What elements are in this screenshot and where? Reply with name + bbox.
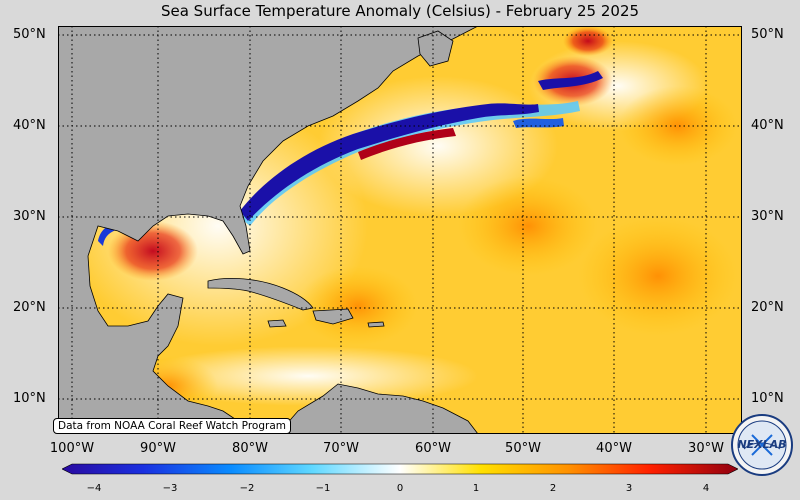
north-america — [58, 26, 479, 434]
colorbar-tick: 4 — [702, 483, 710, 494]
lon-label: 30°W — [688, 441, 724, 456]
lat-label-right: 20°N — [751, 300, 784, 315]
lon-label: 50°W — [505, 441, 541, 456]
lon-label: 60°W — [415, 441, 451, 456]
puerto-rico — [367, 321, 385, 328]
south-america — [277, 383, 479, 434]
data-credit: Data from NOAA Coral Reef Watch Program — [53, 418, 291, 434]
colorbar — [61, 462, 739, 482]
sst-anomaly-map — [58, 26, 742, 434]
lat-label-left: 20°N — [13, 300, 46, 315]
logo-text: NEXLAB — [737, 438, 786, 451]
lat-label-right: 10°N — [751, 391, 784, 406]
lat-label-left: 40°N — [13, 118, 46, 133]
lon-label: 90°W — [140, 441, 176, 456]
lon-label: 40°W — [596, 441, 632, 456]
colorbar-tick: 2 — [549, 483, 557, 494]
colorbar-tick: −2 — [239, 483, 255, 494]
colorbar-tick: 0 — [396, 483, 404, 494]
newfoundland — [417, 30, 454, 67]
colorbar-tick: −3 — [162, 483, 178, 494]
hispaniola — [312, 308, 354, 325]
lat-label-left: 30°N — [13, 209, 46, 224]
colorbar-tick: −1 — [315, 483, 331, 494]
lat-label-right: 30°N — [751, 209, 784, 224]
lat-label-left: 10°N — [13, 391, 46, 406]
colorbar-tick: 1 — [472, 483, 480, 494]
lat-label-right: 40°N — [751, 118, 784, 133]
lon-label: 80°W — [232, 441, 268, 456]
lat-label-left: 50°N — [13, 27, 46, 42]
graticule — [58, 26, 742, 434]
map-title: Sea Surface Temperature Anomaly (Celsius… — [160, 2, 640, 20]
colorbar-tick: 3 — [625, 483, 633, 494]
lon-label: 100°W — [49, 441, 95, 456]
colorbar-tick: −4 — [86, 483, 102, 494]
jamaica — [267, 319, 287, 328]
land-masses — [58, 26, 479, 434]
nexlab-logo: NEXLAB — [730, 413, 794, 477]
lat-label-right: 50°N — [751, 27, 784, 42]
lon-label: 70°W — [323, 441, 359, 456]
cuba — [207, 277, 314, 311]
